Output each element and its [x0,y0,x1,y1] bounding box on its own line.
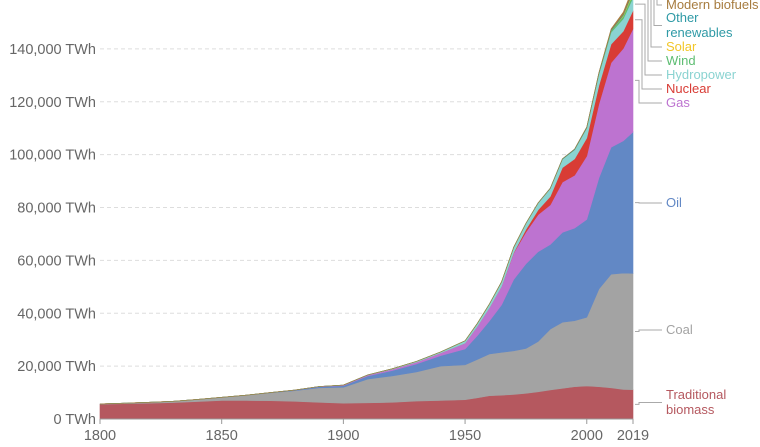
legend-label-line: Traditional [666,387,726,402]
leader-line-traditional-biomass [635,402,662,405]
legend-label-line: Wind [666,53,696,68]
area-modern-biofuels [99,0,630,405]
legend-label-line: Solar [666,39,697,54]
legend-label-line: Other [666,10,699,25]
leader-line-coal [635,329,662,333]
legend-label-wind: Wind [666,53,696,68]
legend-label-line: Hydropower [666,67,737,82]
legend-label-line: renewables [666,25,733,40]
legend-label-nuclear: Nuclear [666,81,711,96]
legend-label-line: Gas [666,95,690,110]
legend-label-gas: Gas [666,95,690,110]
x-tick-label: 1850 [206,428,238,444]
x-tick-label: 2000 [571,428,603,444]
legend-label-line: Nuclear [666,81,711,96]
x-tick-label: 1950 [449,428,481,444]
legend-label-line: Modern biofuels [666,0,759,12]
leader-line-hydropower [635,3,662,76]
y-tick-label: 40,000 TWh [17,306,96,322]
legend-label-hydropower: Hydropower [666,67,737,82]
legend-label-other-renewables: Other renewables [666,10,733,40]
leader-line-other-renewables [653,0,662,26]
legend-label-coal: Coal [666,322,693,337]
leader-line-modern-biofuels [656,0,662,6]
y-tick-label: 60,000 TWh [17,253,96,269]
legend-label-oil: Oil [666,195,682,210]
x-tick-label: 1900 [327,428,359,444]
legend-label-line: Coal [666,322,693,337]
legend-label-modern-biofuels: Modern biofuels [666,0,759,12]
series-areas [99,0,634,420]
leader-line-gas [635,79,662,104]
y-tick-label: 0 TWh [54,412,96,428]
y-tick-label: 140,000 TWh [9,42,96,58]
x-tick-label: 2019 [617,428,649,444]
axes: 0 TWh 20,000 TWh 40,000 TWh 60,000 TWh 80,00… [9,42,649,444]
leader-line-wind [647,0,662,62]
leader-line-nuclear [635,19,662,90]
legend-label-line: Oil [666,195,682,210]
y-tick-label: 100,000 TWh [9,148,96,164]
y-tick-label: 80,000 TWh [17,201,96,217]
y-tick-label: 20,000 TWh [17,359,96,375]
legend-label-solar: Solar [666,39,697,54]
y-tick-label: 120,000 TWh [9,95,96,111]
legend-label-line: biomass [666,402,715,417]
x-tick-label: 1800 [84,428,116,444]
legend-label-traditional-biomass: Traditional biomass [666,387,726,417]
leader-line-solar [650,0,662,48]
